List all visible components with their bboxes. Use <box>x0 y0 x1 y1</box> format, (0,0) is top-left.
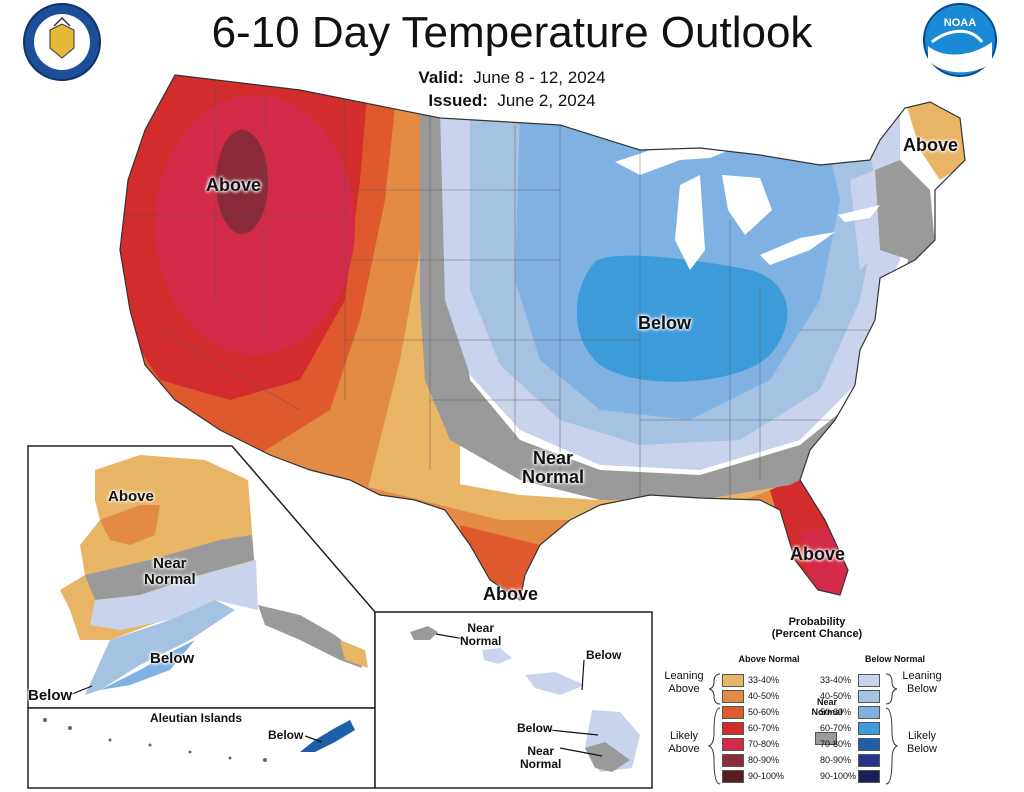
ak-below-33 <box>90 560 258 630</box>
legend-below-swatch-0 <box>858 674 880 687</box>
aleutian-title: Aleutian Islands <box>150 711 243 725</box>
legend-below-label-3: 60-70% <box>820 723 852 733</box>
band-ne-below-33 <box>850 170 880 270</box>
legend-near-swatch <box>815 732 837 745</box>
aleutian-below <box>300 720 355 752</box>
label-ak-near: Near Normal <box>144 555 196 588</box>
label-near-normal: Near Normal <box>522 448 585 487</box>
hi-maui-below <box>525 672 585 695</box>
legend-leaning-below: Leaning Below <box>902 670 942 695</box>
legend-below-label-0: 33-40% <box>820 675 852 685</box>
legend-above-label-4: 70-80% <box>748 739 780 749</box>
legend-above-label-3: 60-70% <box>748 723 780 733</box>
legend-above-swatch-5 <box>722 754 744 767</box>
legend-above-swatch-1 <box>722 690 744 703</box>
label-ak-below: Below <box>150 650 195 667</box>
legend-below-swatch-6 <box>858 770 880 783</box>
issued-value: June 2, 2024 <box>497 91 596 110</box>
legend-below-swatch-1 <box>858 690 880 703</box>
ak-panhandle-above <box>340 640 368 668</box>
label-hi-below-big: Below <box>517 721 553 735</box>
legend-above-swatch-0 <box>722 674 744 687</box>
label-texas-above: Above <box>483 584 539 604</box>
legend-below-label-6: 90-100% <box>820 771 857 781</box>
conus-outline <box>119 74 966 601</box>
legend-below-label-1: 40-50% <box>820 691 852 701</box>
legend-below-label-4: 70-80% <box>820 739 852 749</box>
doc-seal-icon <box>23 3 101 81</box>
label-aleutian-below: Below <box>268 728 304 742</box>
ak-above-40 <box>100 505 160 545</box>
ak-below-50 <box>100 640 195 690</box>
noaa-logo-icon: NOAA <box>923 3 997 77</box>
band-below-60 <box>576 255 788 382</box>
band-above-80 <box>216 130 268 234</box>
noaa-text: NOAA <box>944 17 976 29</box>
legend-above-swatch-3 <box>722 722 744 735</box>
label-hi-near-big: Near Normal <box>520 744 562 771</box>
band-maine-above-33 <box>905 100 965 180</box>
legend-below-label-2: 50-60% <box>820 707 852 717</box>
legend-above-label-6: 90-100% <box>748 771 785 781</box>
legend-below-swatch-2 <box>858 706 880 719</box>
legend-above-swatch-2 <box>722 706 744 719</box>
legend-above-header: Above Normal <box>738 654 800 664</box>
label-ak-above: Above <box>108 488 154 505</box>
legend-below-label-5: 80-90% <box>820 755 852 765</box>
hi-oahu-below <box>482 648 512 664</box>
legend-likely-above: Likely Above <box>668 730 700 755</box>
legend-above-label-2: 50-60% <box>748 707 780 717</box>
legend: Probability (Percent Chance) Above Norma… <box>652 612 952 792</box>
legend-above-label-1: 40-50% <box>748 691 780 701</box>
ak-near <box>85 535 254 600</box>
state-borders <box>120 85 870 500</box>
lake-michigan <box>675 175 705 270</box>
label-ne-above: Above <box>903 135 959 155</box>
legend-above-label-0: 33-40% <box>748 675 780 685</box>
legend-braces <box>707 673 899 785</box>
alaska-inset <box>27 445 376 709</box>
page-title: 6-10 Day Temperature Outlook <box>211 8 813 57</box>
lake-huron <box>722 175 772 235</box>
legend-above-swatch-4 <box>722 738 744 751</box>
lake-ontario <box>838 205 880 222</box>
legend-below-swatch-4 <box>858 738 880 751</box>
valid-line: Valid: June 8 - 12, 2024 <box>0 68 1024 88</box>
legend-leaning-above: Leaning Above <box>664 670 704 695</box>
lake-erie <box>760 232 835 265</box>
label-florida-above: Above <box>790 544 846 564</box>
label-hi-below-ne: Below <box>586 648 622 662</box>
issued-line: Issued: June 2, 2024 <box>0 91 1024 111</box>
band-ne-near <box>875 160 935 260</box>
valid-value: June 8 - 12, 2024 <box>473 68 606 87</box>
aleutian-islands <box>43 718 267 762</box>
band-florida-above-70 <box>800 530 850 600</box>
issued-label: Issued: <box>428 91 488 110</box>
valid-label: Valid: <box>418 68 464 87</box>
hawaii-inset <box>374 611 653 789</box>
label-nw-above: Above <box>206 175 262 195</box>
legend-likely-below: Likely Below <box>907 730 937 755</box>
legend-below-swatch-5 <box>858 754 880 767</box>
legend-below-swatch-3 <box>858 722 880 735</box>
legend-below-header: Below Normal <box>864 654 925 664</box>
hi-big-near <box>585 742 630 772</box>
legend-title: Probability (Percent Chance) <box>771 616 863 640</box>
label-ak-below-sw: Below <box>28 687 73 704</box>
ak-panhandle-near <box>258 605 362 668</box>
legend-above-swatch-6 <box>722 770 744 783</box>
legend-near-normal: Near Normal <box>811 697 843 718</box>
legend-above-label-5: 80-90% <box>748 755 780 765</box>
ak-below-40 <box>85 600 235 695</box>
hi-kauai-near <box>410 626 438 640</box>
label-hi-near-nw: Near Normal <box>460 621 502 648</box>
label-central-below: Below <box>638 313 692 333</box>
